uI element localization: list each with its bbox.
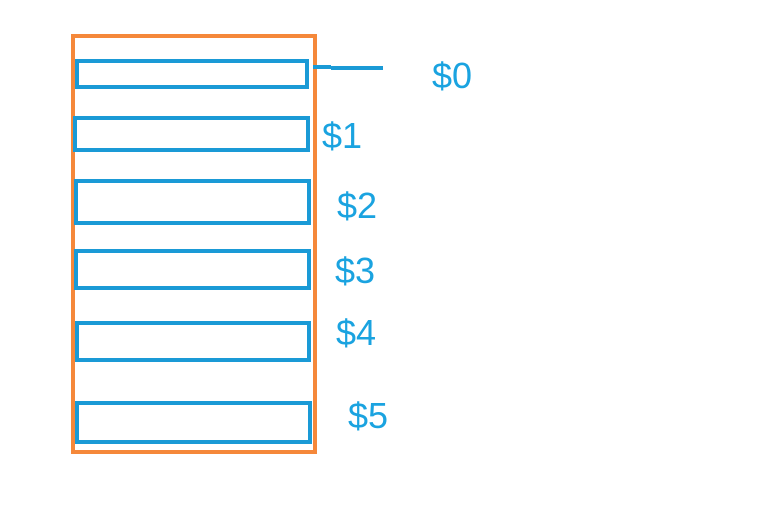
slot-0-pointer-line-dash bbox=[331, 66, 383, 70]
slot-2 bbox=[74, 179, 311, 225]
slot-1-label: $1 bbox=[322, 115, 363, 156]
slot-4 bbox=[75, 321, 311, 362]
slot-2-label: $2 bbox=[337, 185, 378, 226]
slot-0-label: $0 bbox=[432, 55, 473, 96]
slot-1 bbox=[73, 116, 310, 152]
memory-frame bbox=[71, 34, 317, 454]
slot-0-pointer-line bbox=[313, 65, 331, 69]
slot-3 bbox=[74, 249, 311, 290]
slot-5 bbox=[75, 401, 312, 444]
slot-4-label: $4 bbox=[336, 312, 377, 353]
slot-3-label: $3 bbox=[335, 250, 376, 291]
slot-0 bbox=[75, 59, 309, 89]
slot-5-label: $5 bbox=[348, 395, 389, 436]
